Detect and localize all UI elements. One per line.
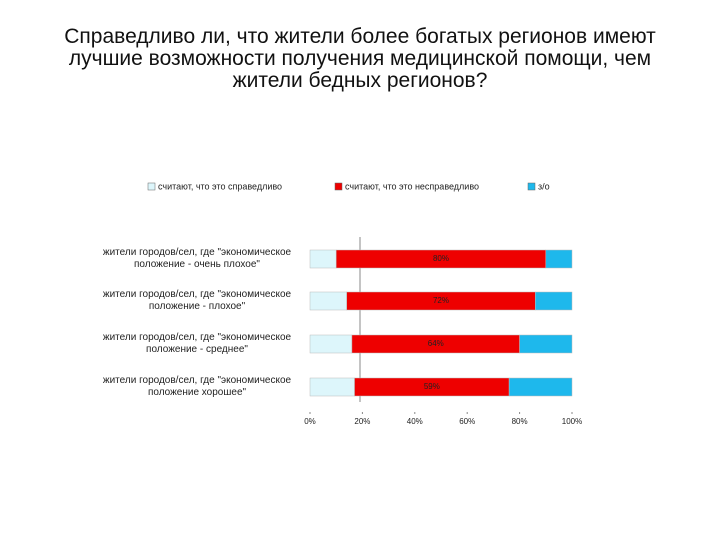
bar-segment — [535, 291, 573, 311]
x-tick-label: 100% — [562, 417, 582, 426]
bar-segment — [519, 334, 573, 354]
chart-title: Справедливо ли, что жители более богатых… — [64, 25, 656, 92]
legend-swatch — [147, 182, 156, 191]
value-label: 59% — [424, 382, 440, 391]
legend-swatch — [334, 182, 343, 191]
x-tick-label: 20% — [354, 417, 370, 426]
bar-segment — [309, 334, 353, 354]
value-label: 80% — [433, 254, 449, 263]
bar-segment — [309, 377, 355, 397]
bar-segment — [309, 249, 337, 269]
value-label: 64% — [428, 339, 444, 348]
x-tick-label: 60% — [459, 417, 475, 426]
x-tick-label: 0% — [304, 417, 316, 426]
category-label: жители городов/сел, где "экономическое п… — [102, 375, 292, 398]
x-tick-label: 40% — [407, 417, 423, 426]
category-label: жители городов/сел, где "экономическое п… — [102, 289, 292, 312]
x-tick-label: 80% — [512, 417, 528, 426]
bar-segment — [545, 249, 573, 269]
legend-label: считают, что это несправедливо — [345, 181, 479, 191]
legend-swatch — [527, 182, 536, 191]
legend-label: считают, что это справедливо — [158, 181, 282, 191]
bar-segment — [508, 377, 573, 397]
category-label: жители городов/сел, где "экономическое п… — [102, 332, 292, 355]
bar-segment — [309, 291, 347, 311]
category-label: жители городов/сел, где "экономическое п… — [102, 247, 292, 270]
legend-label: з/о — [538, 181, 550, 191]
value-label: 72% — [433, 296, 449, 305]
